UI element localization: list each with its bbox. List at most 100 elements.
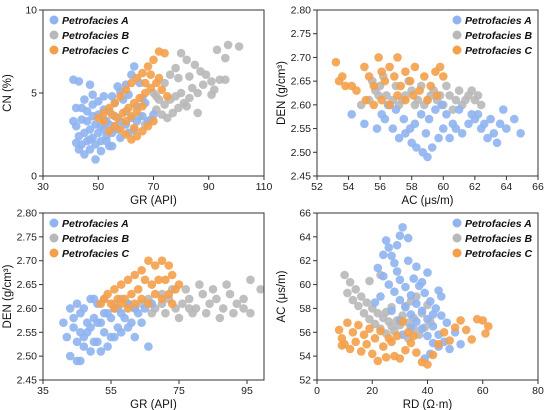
data-point-b: [184, 294, 194, 304]
data-point-a: [106, 313, 116, 323]
data-point-c: [368, 349, 377, 359]
data-point-a: [448, 119, 458, 129]
data-point-c: [146, 83, 155, 93]
x-tick-label: 62: [469, 181, 481, 193]
data-point-a: [65, 351, 75, 361]
data-point-b: [212, 294, 221, 304]
data-point-a: [428, 322, 438, 331]
data-point-a: [473, 110, 483, 119]
x-tick-label: 60: [437, 181, 449, 193]
data-point-a: [426, 297, 435, 306]
data-point-a: [424, 114, 434, 124]
data-point-c: [396, 81, 406, 91]
x-tick-label: 80: [532, 385, 544, 397]
chart-panel-4: 0 20 40 60 80 52 54 56 58 60 62 64 66 RD (Ω·m) AC (μs/…: [276, 208, 544, 410]
data-point-a: [69, 323, 78, 332]
data-point-a: [370, 298, 380, 307]
y-axis-label: CN (%): [2, 74, 14, 112]
legend-label-b: Petrofacies B: [62, 233, 130, 245]
y-tick-label: 62: [299, 255, 311, 267]
data-point-a: [107, 92, 117, 101]
data-point-a: [110, 332, 119, 342]
data-point-c: [456, 316, 465, 325]
data-point-c: [377, 67, 387, 76]
data-point-c: [110, 285, 119, 294]
data-point-c: [393, 91, 402, 100]
data-point-c: [385, 100, 394, 110]
data-point-b: [442, 81, 451, 91]
data-point-a: [442, 110, 451, 119]
data-point-a: [395, 231, 405, 240]
data-point-a: [401, 302, 410, 312]
y-tick-label: 2.45: [291, 171, 312, 183]
y-tick-label: 10: [25, 5, 37, 17]
data-point-b: [163, 113, 172, 123]
legend-marker-a: [49, 218, 59, 228]
data-point-b: [348, 295, 358, 305]
data-point-a: [437, 100, 447, 110]
data-point-c: [138, 68, 147, 78]
data-point-a: [96, 146, 106, 156]
data-point-a: [409, 274, 419, 283]
data-point-c: [133, 285, 143, 294]
data-point-b: [171, 63, 180, 73]
data-point-c: [345, 344, 355, 354]
data-point-b: [185, 93, 194, 103]
data-point-c: [341, 81, 350, 91]
data-point-c: [334, 325, 344, 335]
data-point-c: [361, 95, 371, 105]
data-point-c: [401, 345, 410, 355]
data-point-c: [135, 93, 144, 103]
x-tick-label: 30: [37, 181, 49, 193]
data-point-c: [360, 62, 369, 72]
data-point-c: [445, 336, 454, 345]
data-point-b: [178, 299, 187, 309]
y-tick-label: 2.75: [17, 231, 38, 243]
data-point-b: [354, 301, 363, 311]
data-point-b: [232, 299, 242, 309]
legend-label-b: Petrofacies B: [465, 30, 533, 42]
legend: Petrofacies A Petrofacies B Petrofacies C: [49, 218, 130, 260]
data-point-a: [388, 124, 398, 133]
data-point-a: [137, 318, 146, 328]
data-point-a: [347, 110, 357, 119]
x-tick-label: 52: [311, 181, 323, 193]
data-point-c: [406, 338, 416, 348]
data-point-b: [221, 53, 230, 63]
y-tick-label: 2.75: [291, 28, 312, 40]
data-point-c: [410, 62, 420, 72]
data-point-b: [182, 55, 191, 65]
data-point-b: [168, 108, 178, 118]
data-point-a: [454, 105, 464, 114]
data-point-a: [71, 138, 81, 148]
data-point-a: [495, 119, 505, 129]
data-point-c: [461, 325, 471, 335]
data-point-a: [80, 150, 89, 159]
data-point-b: [201, 308, 211, 318]
x-tick-label: 35: [37, 385, 49, 397]
legend-marker-b: [452, 233, 462, 243]
data-point-c: [423, 360, 432, 369]
legend-label-b: Petrofacies B: [465, 233, 533, 245]
data-point-c: [99, 116, 109, 126]
data-point-a: [373, 263, 383, 273]
data-point-c: [138, 126, 147, 136]
data-point-c: [439, 328, 449, 337]
data-point-a: [372, 124, 382, 133]
data-point-a: [69, 313, 78, 323]
data-point-a: [417, 306, 427, 316]
data-point-c: [105, 103, 114, 113]
data-point-b: [195, 280, 204, 289]
data-point-c: [110, 121, 120, 131]
x-tick-label: 66: [532, 181, 544, 193]
data-point-c: [140, 78, 150, 88]
data-point-c: [484, 322, 493, 331]
data-point-c: [337, 341, 347, 350]
y-tick-label: 2.55: [291, 123, 312, 135]
data-point-a: [82, 116, 92, 126]
data-point-c: [129, 123, 139, 133]
y-tick-label: 64: [299, 231, 311, 243]
data-point-a: [399, 114, 409, 124]
data-point-b: [476, 100, 486, 110]
